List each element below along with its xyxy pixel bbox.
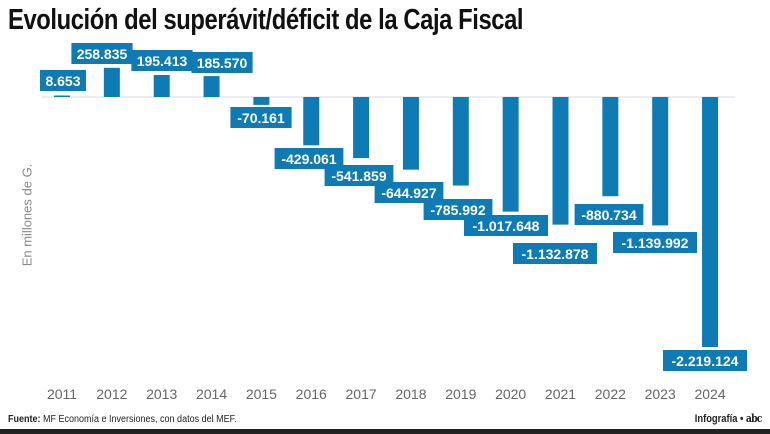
data-label-bg (324, 165, 394, 186)
data-label: -429.061 (281, 151, 336, 167)
x-tick-label: 2022 (595, 386, 626, 402)
bar-2012 (103, 67, 120, 97)
data-label: 258.835 (77, 46, 128, 62)
data-label: 195.413 (137, 53, 188, 69)
bar-2014 (203, 76, 220, 97)
data-label: 185.570 (197, 55, 248, 71)
data-label: -1.139.992 (622, 235, 689, 251)
data-label: -880.734 (581, 207, 636, 223)
data-label: -1.017.648 (473, 218, 540, 234)
data-label-bg (513, 243, 597, 264)
source-note: Fuente: MF Economía e Inversiones, con d… (8, 414, 237, 425)
bar-2013 (153, 74, 170, 97)
data-label: -644.927 (381, 185, 436, 201)
data-label: -541.859 (331, 168, 386, 184)
bar-2018 (402, 97, 419, 170)
data-label-bg (613, 232, 697, 253)
x-tick-label: 2017 (346, 386, 377, 402)
bar-2022 (602, 97, 619, 197)
data-label-bg (274, 148, 344, 169)
x-tick-label: 2020 (495, 386, 526, 402)
data-label-bg (40, 70, 86, 91)
data-label: 8.653 (45, 73, 80, 89)
data-label-bg (663, 350, 747, 371)
data-label-bg (423, 199, 493, 220)
x-tick-label: 2023 (645, 386, 676, 402)
data-label: -1.132.878 (522, 246, 589, 262)
x-tick-label: 2021 (545, 386, 576, 402)
chart-title: Evolución del superávit/déficit de la Ca… (8, 4, 524, 36)
bar-2020 (502, 97, 519, 212)
bar-2016 (303, 97, 320, 146)
bar-2024 (702, 97, 719, 347)
bar-2019 (452, 97, 469, 186)
data-label-bg (574, 204, 644, 225)
data-label-bg (191, 52, 253, 73)
bar-2021 (552, 97, 569, 225)
credit: Infografía • abc (695, 412, 763, 425)
abc-logo: abc (746, 412, 763, 425)
data-label: -2.219.124 (672, 353, 739, 369)
data-label-bg (230, 107, 292, 128)
bar-2017 (353, 97, 370, 159)
bar-2011 (54, 95, 70, 97)
x-tick-label: 2016 (296, 386, 327, 402)
source-text: MF Economía e Inversiones, con datos del… (43, 414, 237, 425)
x-tick-label: 2011 (47, 386, 77, 402)
x-tick-label: 2018 (395, 386, 426, 402)
data-label-bg (374, 182, 444, 203)
data-label: -785.992 (430, 202, 485, 218)
x-tick-label: 2024 (694, 386, 725, 402)
data-label-bg (71, 43, 133, 64)
source-label: Fuente: (8, 414, 41, 425)
bar-2023 (652, 97, 669, 226)
data-label-bg (464, 215, 548, 236)
data-label-bg (131, 50, 193, 71)
x-tick-label: 2013 (146, 386, 177, 402)
x-tick-label: 2015 (246, 386, 277, 402)
bar-2015 (253, 97, 270, 105)
credit-text: Infografía • (695, 413, 744, 425)
bottom-rule (0, 429, 770, 434)
data-label: -70.161 (237, 110, 285, 126)
x-tick-label: 2012 (96, 386, 127, 402)
x-tick-label: 2019 (445, 386, 476, 402)
x-tick-label: 2014 (196, 386, 227, 402)
